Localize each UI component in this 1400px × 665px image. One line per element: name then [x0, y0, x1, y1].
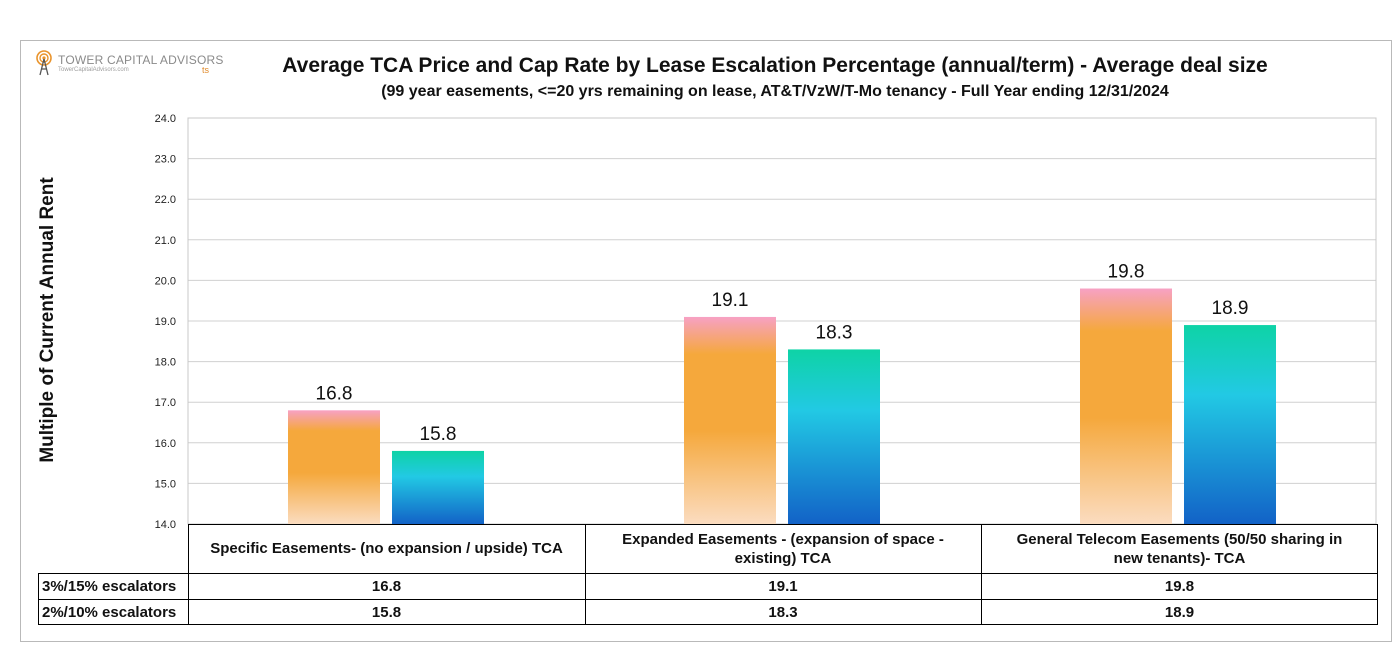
bar-three-fifteen: [288, 410, 380, 524]
logo-tag: ts: [202, 65, 210, 75]
bar-three-fifteen: [1080, 288, 1172, 524]
y-tick-label: 14.0: [155, 519, 176, 531]
data-label: 18.9: [1212, 298, 1249, 319]
y-tick-label: 24.0: [155, 113, 176, 125]
table-border: [188, 524, 1378, 525]
table-border: [38, 573, 1378, 574]
table-border: [188, 524, 189, 625]
logo-name: TOWER CAPITAL ADVISORS: [58, 53, 224, 67]
table-row-label: 2%/10% escalators: [42, 603, 177, 621]
data-label: 19.8: [1108, 262, 1145, 283]
chart-title: Average TCA Price and Cap Rate by Lease …: [282, 54, 1268, 77]
logo-website: TowerCapitalAdvisors.com: [58, 67, 129, 73]
y-tick-label: 22.0: [155, 194, 176, 206]
data-label: 18.3: [816, 322, 853, 343]
y-tick-label: 16.0: [155, 438, 176, 450]
y-tick-label: 20.0: [155, 275, 176, 287]
table-border: [38, 624, 1378, 625]
table-border: [981, 524, 982, 625]
y-tick-label: 19.0: [155, 316, 176, 328]
company-logo: TOWER CAPITAL ADVISORS TowerCapitalAdvis…: [32, 50, 224, 80]
data-label: 15.8: [420, 424, 457, 445]
bar-two-ten: [788, 349, 880, 524]
y-tick-label: 17.0: [155, 397, 176, 409]
table-cell: 19.1: [768, 577, 798, 595]
y-tick-label: 21.0: [155, 235, 176, 247]
table-cell: 16.8: [371, 577, 402, 595]
bar-two-ten: [1184, 325, 1276, 524]
data-label: 16.8: [316, 383, 353, 404]
table-border: [585, 524, 586, 625]
table-border: [38, 573, 39, 625]
table-cell: 18.9: [1164, 603, 1195, 621]
table-border: [38, 599, 1378, 600]
table-header-cell: Expanded Easements - (expansion of space…: [622, 530, 944, 567]
y-tick-label: 23.0: [155, 154, 176, 166]
table-cell: 19.8: [1164, 577, 1195, 595]
table-header-cell: General Telecom Easements (50/50 sharing…: [1016, 530, 1343, 567]
bar-three-fifteen: [684, 316, 776, 524]
y-tick-label: 18.0: [155, 357, 176, 369]
tower-icon: [36, 50, 52, 76]
y-tick-label: 15.0: [155, 478, 176, 490]
table-cell: 18.3: [768, 603, 798, 621]
data-table: Specific Easements- (no expansion / upsi…: [38, 524, 1378, 625]
table-row-label: 3%/15% escalators: [42, 577, 177, 595]
data-label: 19.1: [712, 290, 749, 311]
table-cell: 15.8: [371, 603, 402, 621]
chart-subtitle: (99 year easements, <=20 yrs remaining o…: [381, 83, 1169, 100]
table-border: [1377, 524, 1378, 625]
bar-two-ten: [392, 450, 484, 524]
table-header-cell: Specific Easements- (no expansion / upsi…: [210, 540, 563, 557]
